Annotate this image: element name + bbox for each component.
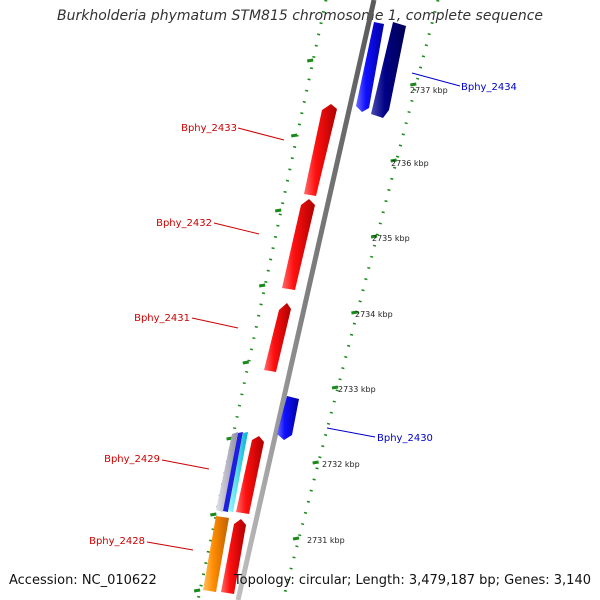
map-title: Burkholderia phymatum STM815 chromosome … [56, 8, 543, 24]
major-scale-tick [292, 536, 300, 541]
scale-label-2736: 2736 kbp [391, 159, 429, 168]
major-scale-tick [370, 234, 378, 239]
leader-bphy-2434 [411, 72, 461, 87]
major-scale-tick [312, 460, 319, 465]
major-scale-tick [274, 208, 282, 213]
major-scale-tick [258, 283, 266, 288]
label-bphy-2434[interactable]: Bphy_2434 [461, 82, 517, 93]
label-bphy-2430[interactable]: Bphy_2430 [377, 433, 433, 444]
gene-bphy-2428[interactable] [221, 519, 246, 594]
gene-bphy-2433[interactable] [304, 104, 337, 196]
major-scale-tick [351, 310, 358, 315]
major-scale-tick [193, 588, 201, 593]
gene-bphy-2434[interactable] [371, 22, 406, 118]
leader-bphy-2428 [146, 541, 194, 551]
label-bphy-2432[interactable]: Bphy_2432 [156, 218, 212, 229]
leader-bphy-2432 [213, 222, 260, 235]
leader-bphy-2429 [161, 459, 210, 470]
major-scale-tick [390, 158, 397, 163]
feature-gray [216, 432, 238, 512]
major-scale-tick [306, 58, 314, 63]
chromosome-backbone [235, 0, 377, 600]
scale-ticks [193, 58, 417, 593]
scale-label-2737: 2737 kbp [410, 86, 448, 95]
major-scale-tick [410, 82, 417, 87]
scale-label-2734: 2734 kbp [355, 310, 393, 319]
label-bphy-2431[interactable]: Bphy_2431 [134, 313, 190, 324]
label-bphy-2433[interactable]: Bphy_2433 [181, 123, 237, 134]
topology-summary: Topology: circular; Length: 3,479,187 bp… [233, 573, 591, 588]
accession-text: Accession: NC_010622 [9, 573, 157, 588]
leader-bphy-2430 [326, 427, 376, 438]
gene-bphy-2431[interactable] [264, 303, 291, 372]
scale-label-2732: 2732 kbp [322, 460, 360, 469]
scale-label-2733: 2733 kbp [338, 385, 376, 394]
gene-bphy-2429[interactable] [236, 436, 264, 514]
label-bphy-2428[interactable]: Bphy_2428 [89, 536, 145, 547]
feature-cyan [228, 432, 248, 512]
major-scale-tick [331, 385, 339, 390]
major-scale-tick [210, 512, 217, 517]
major-scale-tick [242, 360, 250, 365]
gene-bphy-2430[interactable] [277, 396, 299, 440]
gene-bphy-2432[interactable] [282, 199, 315, 290]
scale-label-2735: 2735 kbp [372, 234, 410, 243]
label-bphy-2429[interactable]: Bphy_2429 [104, 454, 160, 465]
feature-blue-thin [223, 432, 243, 512]
scale-label-2731: 2731 kbp [307, 536, 345, 545]
gene-bphy-2434-light[interactable] [356, 22, 384, 112]
major-scale-tick [290, 133, 298, 138]
leader-bphy-2431 [191, 317, 239, 329]
feature-orange [203, 516, 229, 592]
leader-bphy-2433 [237, 127, 285, 141]
